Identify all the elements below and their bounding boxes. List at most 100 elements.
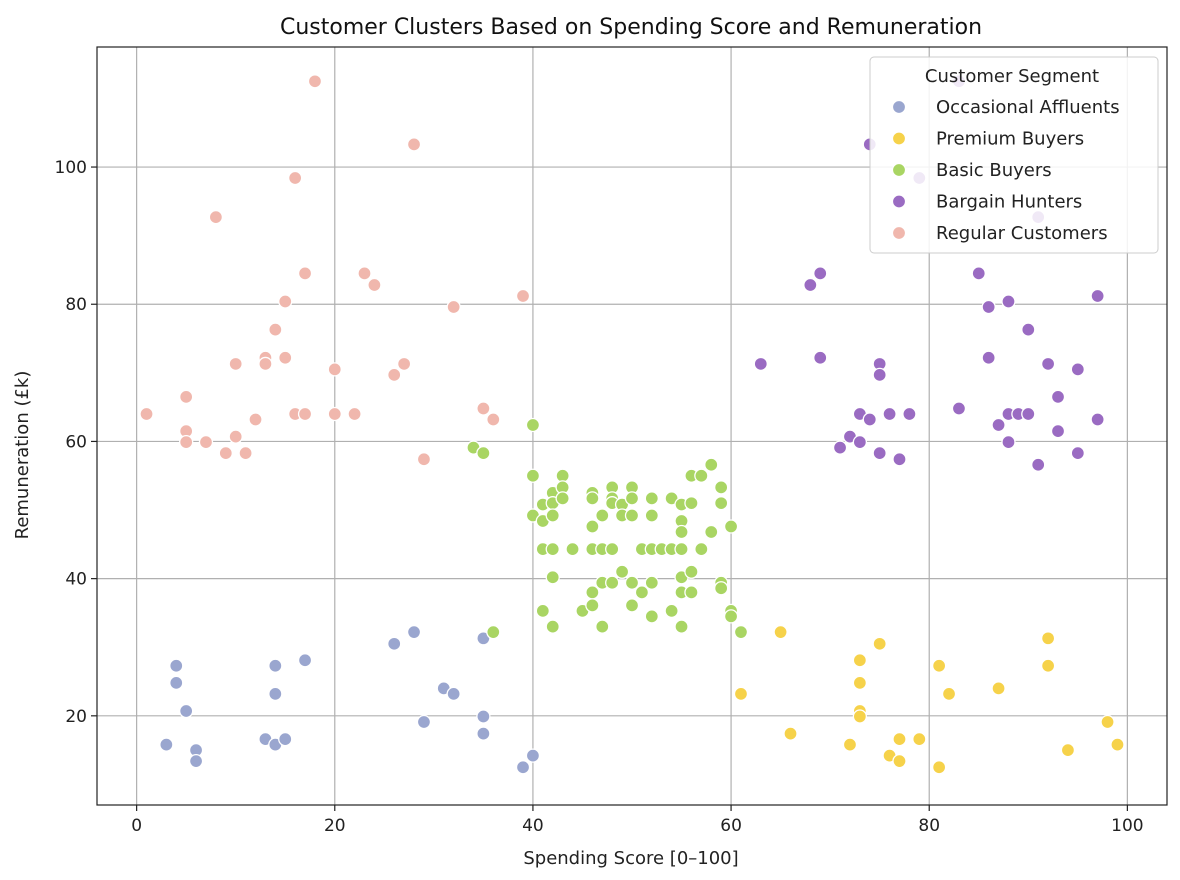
data-point [1060,742,1076,758]
plot-frame [96,46,1168,806]
data-point [694,541,709,557]
data-point [783,726,798,741]
data-point [704,524,719,540]
data-point [704,457,719,472]
data-point [476,445,491,461]
data-point [1040,658,1056,673]
legend-entry: Basic Buyers [936,160,1052,181]
data-point [416,452,432,467]
data-point [872,367,887,383]
legend-marker [891,131,907,146]
data-point [684,564,699,579]
data-point [228,356,243,372]
data-point [515,288,531,304]
data-point [525,468,541,483]
data-point [674,619,689,634]
data-point [634,585,650,600]
data-point [268,658,283,673]
data-point [287,170,303,186]
legend: Customer Segment Occasional Affluents Pre… [869,56,1159,254]
data-point [297,653,313,668]
data-point [258,356,273,372]
data-point [1050,389,1066,404]
data-point [1021,322,1036,337]
data-point [931,658,947,673]
data-point [1001,434,1016,450]
data-point [406,137,422,152]
data-point [941,686,957,702]
data-point [297,406,313,422]
data-point [624,575,640,590]
x-tick-label: 20 [324,816,346,836]
data-point [525,748,541,763]
data-point [327,406,342,422]
data-point [545,541,560,557]
data-point [733,624,749,640]
data-points [139,74,1125,775]
y-axis-label: Remuneration (£k) [12,371,33,540]
data-point [208,209,224,225]
data-point [387,636,402,651]
y-tick-label: 60 [65,432,87,452]
x-axis-ticks: 0 20 40 60 80 100 [131,805,1144,836]
data-point [248,412,263,427]
data-point [1110,737,1125,752]
data-point [367,277,382,293]
data-point [476,709,491,724]
data-point [862,412,877,427]
data-point [278,731,293,747]
data-point [595,619,610,634]
data-point [694,468,709,483]
data-point [406,624,422,640]
data-point [842,737,858,752]
data-point [1070,362,1085,377]
data-point [723,609,739,624]
data-point [585,491,600,506]
legend-items: Occasional Affluents Premium Buyers Basic … [891,97,1120,244]
data-point [684,496,699,511]
data-point [396,356,412,372]
data-point [268,322,283,337]
data-point [912,731,927,747]
data-point [674,524,689,540]
data-point [773,624,788,640]
data-point [813,266,828,281]
y-tick-label: 20 [65,707,87,727]
legend-entry: Bargain Hunters [936,192,1082,213]
data-point [585,585,600,600]
data-point [981,299,996,315]
data-point [1070,445,1085,461]
data-point [614,564,630,579]
data-point [852,434,868,450]
data-point [565,541,580,557]
data-point [585,519,600,534]
legend-marker [891,99,907,115]
data-point [931,760,947,775]
data-point [169,675,184,691]
data-point [852,709,868,724]
data-point [733,686,749,702]
data-point [297,266,313,281]
x-tick-label: 100 [1111,816,1143,836]
data-point [1100,714,1115,730]
data-point [753,356,768,372]
data-point [813,350,828,365]
data-point [674,541,689,557]
data-point [872,636,887,651]
data-point [486,412,501,427]
y-tick-label: 80 [65,295,87,315]
data-point [902,406,917,422]
data-point [228,429,243,444]
x-tick-label: 40 [522,816,544,836]
data-point [357,266,372,281]
data-point [486,624,501,640]
data-point [545,508,560,523]
data-point [387,367,402,383]
data-point [664,603,679,619]
data-point [991,681,1006,696]
data-point [179,434,194,450]
data-point [169,658,184,673]
data-point [278,294,293,309]
data-point [1001,294,1016,309]
